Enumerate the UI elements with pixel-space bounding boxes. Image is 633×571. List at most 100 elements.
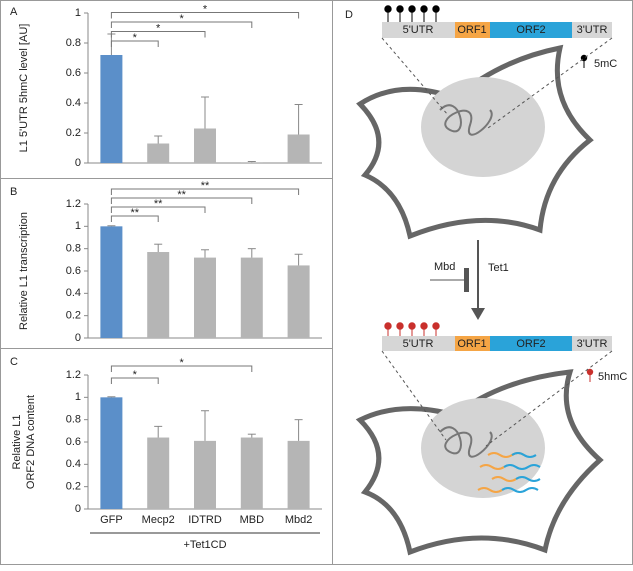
significance-bracket [110,206,206,213]
y-tick-label: 0.8 [66,414,81,426]
dash-line [485,350,613,447]
utr-block [382,22,455,38]
bar [287,440,310,509]
bar [194,440,216,509]
y-tick-label: 0.2 [66,310,81,322]
dash-line [487,37,613,129]
gene-part: ORF1 [457,338,486,350]
dash-line [381,37,449,116]
bar [287,265,310,338]
utr-block [382,336,455,351]
y-tick-label: 0 [75,503,81,515]
panel-label: B [10,186,17,198]
bar [194,128,216,163]
nucleus [421,77,545,177]
significance-bracket [110,12,300,19]
orf1-block [455,22,490,38]
gene-part: ORF2 [516,338,545,350]
y-tick-label: 0.6 [66,265,81,277]
y-tick-label: 0.8 [66,37,81,49]
y-tick-label: 1 [75,7,81,19]
y-tick-label: 0.4 [66,458,81,470]
panel-label: A [10,6,18,18]
significance-bracket [110,215,159,222]
significance-label: * [179,13,184,25]
gene-part: 5'UTR [403,24,434,36]
x-tick-label: Mbd2 [285,514,313,526]
gene-part: ORF1 [457,24,486,36]
x-tick-label: Mecp2 [142,514,175,526]
bar [100,55,123,163]
y-tick-label: 0 [75,157,81,169]
y-tick-label: 1 [75,391,81,403]
gene-part: ORF2 [516,24,545,36]
significance-label: * [203,3,208,15]
enzyme-label: Tet1 [488,262,509,274]
y-tick-label: 1 [75,220,81,232]
chromosome [439,426,493,458]
x-tick-label: MBD [240,514,265,526]
significance-label: ** [177,189,186,201]
gene-part: 3'UTR [577,338,608,350]
orf2-block [490,336,572,351]
y-axis-label: L1 5'UTR 5hmC level [AU] [18,24,30,153]
significance-bracket [110,377,159,384]
panel-label: C [10,356,18,368]
bar [240,437,263,509]
mark-label: 5mC [594,58,617,70]
y-tick-label: 0.4 [66,287,81,299]
methyl-marks [384,5,440,22]
mark-label: 5hmC [598,371,627,383]
significance-label: ** [131,207,140,219]
group-label: +Tet1CD [183,539,226,551]
bar [240,162,263,163]
diagram: D 5'UTR ORF1 ORF2 3'UTR 5mC Mbd Tet1 [345,5,627,556]
x-tick-label: IDTRD [188,514,222,526]
dash-line [381,350,447,441]
hydroxymethyl-marks [384,322,440,336]
chromosome [439,104,493,136]
y-tick-label: 0.6 [66,436,81,448]
bar [100,397,123,509]
bar [240,257,263,338]
significance-bracket [110,31,206,38]
inhibitor-bar [464,268,469,292]
significance-label: ** [154,198,163,210]
arrow-head [471,308,485,320]
orf1-block [455,336,490,351]
significance-bracket [110,197,253,204]
y-tick-label: 0.8 [66,243,81,255]
y-axis-label: Relative L1 [11,414,23,469]
inhibitor-label: Mbd [434,261,455,273]
y-tick-label: 0.2 [66,481,81,493]
y-tick-label: 0.2 [66,127,81,139]
significance-label: * [156,22,161,34]
x-tick-label: GFP [100,514,123,526]
significance-label: * [133,32,138,44]
y-axis-label: Relative L1 transcription [18,212,30,330]
bar [287,134,310,163]
legend-mark [586,368,594,376]
transcripts [477,452,541,493]
bar [147,143,170,163]
utr-block [572,22,612,38]
y-tick-label: 0.6 [66,67,81,79]
significance-label: ** [201,180,210,192]
bar [147,252,170,338]
y-axis-label: ORF2 DNA content [25,395,37,489]
y-tick-label: 0 [75,332,81,344]
gene-part: 3'UTR [577,24,608,36]
y-tick-label: 0.4 [66,97,81,109]
orf2-block [490,22,572,38]
utr-block [572,336,612,351]
significance-label: * [179,357,184,369]
significance-bracket [110,40,159,47]
significance-label: * [133,369,138,381]
y-tick-label: 1.2 [66,369,81,381]
y-tick-label: 1.2 [66,198,81,210]
bar [147,437,170,509]
significance-bracket [110,365,253,372]
bar [194,257,216,338]
panel-label: D [345,9,353,21]
